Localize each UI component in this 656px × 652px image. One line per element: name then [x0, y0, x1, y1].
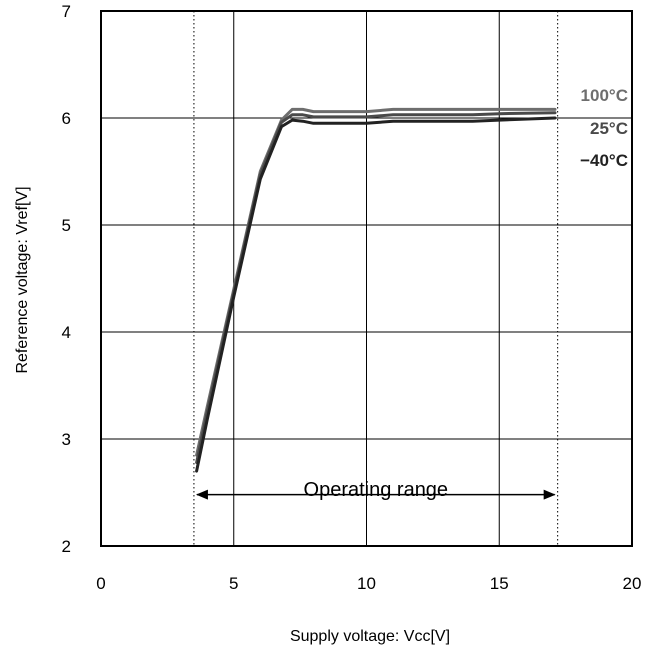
x-axis-label: Supply voltage: Vcc[V] [290, 628, 450, 645]
x-tick-labels: 0 5 10 15 20 [96, 574, 641, 593]
y-tick-label: 4 [62, 323, 71, 342]
series-lines [195, 107, 557, 473]
y-tick-label: 7 [62, 2, 71, 21]
series-labels: 100°C 25°C −40°C [580, 86, 628, 170]
series-line-1 [195, 111, 557, 464]
x-tick-label: 10 [357, 574, 376, 593]
series-line-2 [195, 116, 557, 473]
series-label-2: −40°C [580, 151, 628, 170]
operating-range-label: Operating range [304, 479, 449, 501]
y-tick-label: 3 [62, 430, 71, 449]
operating-range-markers [193, 11, 559, 546]
y-tick-label: 6 [62, 109, 71, 128]
series-label-1: 25°C [590, 119, 628, 138]
x-tick-label: 20 [623, 574, 642, 593]
x-tick-label: 15 [490, 574, 509, 593]
x-tick-label: 0 [96, 574, 105, 593]
operating-range-annotation: Operating range [195, 479, 556, 501]
y-tick-label: 2 [62, 537, 71, 556]
y-axis-label: Reference voltage: Vref[V] [14, 186, 31, 373]
plot-frame [100, 10, 633, 547]
y-tick-label: 5 [62, 216, 71, 235]
y-tick-labels: 2 3 4 5 6 7 [62, 2, 71, 556]
series-line-0 [195, 107, 557, 457]
x-tick-label: 5 [229, 574, 238, 593]
grid [101, 11, 632, 546]
series-label-0: 100°C [581, 86, 628, 105]
